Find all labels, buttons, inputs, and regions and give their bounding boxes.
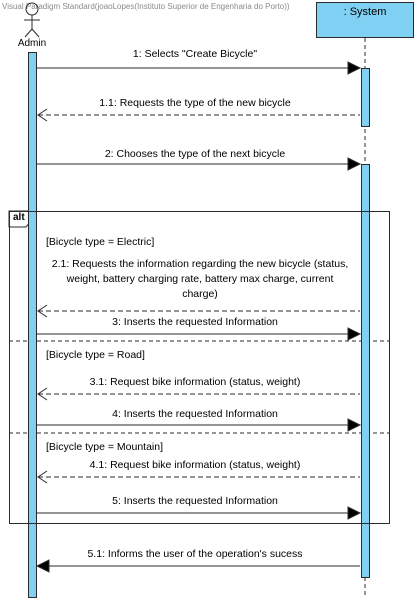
- msg-4-head: [347, 418, 362, 432]
- system-lifeline-head: : System: [316, 2, 414, 38]
- message-label-3: 3: Inserts the requested Information: [112, 316, 278, 328]
- watermark: Visual Paradigm Standard(joaoLopes(Insti…: [2, 2, 290, 11]
- msg-2-1-head: [37, 304, 48, 318]
- guard-road: [Bicycle type = Road]: [46, 349, 145, 361]
- guard-mountain: [Bicycle type = Mountain]: [46, 441, 164, 453]
- msg-3-head: [347, 327, 362, 341]
- message-label-2: 2: Chooses the type of the next bicycle: [104, 148, 286, 160]
- msg-4-1-head: [37, 470, 48, 484]
- alt-fragment: [9, 211, 390, 524]
- system-activation-2: [361, 164, 370, 578]
- system-lifeline-label: : System: [343, 6, 387, 18]
- system-activation-1: [361, 68, 370, 127]
- msg-3-1-head: [37, 387, 48, 401]
- message-arrows: [35, 61, 362, 573]
- alt-fragment-operator: alt: [13, 212, 25, 223]
- admin-activation: [28, 52, 37, 598]
- message-label-5: 5: Inserts the requested Information: [112, 495, 278, 507]
- message-label-4: 4: Inserts the requested Information: [112, 408, 278, 420]
- admin-actor-icon: [24, 2, 40, 38]
- message-label-1: 1: Selects "Create Bicycle": [132, 48, 258, 60]
- guard-electric: [Bicycle type = Electric]: [46, 236, 155, 248]
- message-label-3-1: 3.1: Request bike information (status, w…: [89, 376, 301, 388]
- msg-1-1-head: [37, 108, 48, 122]
- message-label-2-1: 2.1: Requests the information regarding …: [51, 258, 349, 300]
- msg-5-head: [347, 506, 362, 520]
- message-label-5-1: 5.1: Informs the user of the operation's…: [87, 548, 303, 560]
- msg-5-1-head: [35, 559, 50, 573]
- message-label-4-1: 4.1: Request bike information (status, w…: [89, 459, 301, 471]
- msg-2-head: [347, 157, 362, 171]
- admin-actor-label: Admin: [17, 38, 47, 49]
- msg-1-head: [347, 61, 362, 75]
- message-label-1-1: 1.1: Requests the type of the new bicycl…: [99, 97, 291, 109]
